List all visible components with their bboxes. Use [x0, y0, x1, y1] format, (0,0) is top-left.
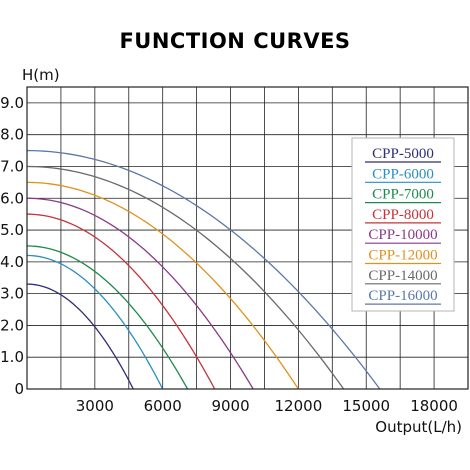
curve-cpp-8000 — [26, 213, 216, 390]
legend: CPP-5000 CPP-6000 CPP-7000 CPP-8000 CPP-1000… — [351, 137, 455, 312]
y-tick-label: 0 — [14, 380, 24, 398]
grid — [27, 87, 468, 389]
curve-cpp-12000 — [26, 181, 299, 390]
legend-label-cpp-12000: CPP-12000 — [368, 248, 437, 264]
curve-cpp-6000 — [26, 254, 164, 390]
legend-label-cpp-14000: CPP-14000 — [368, 268, 437, 284]
curve-cpp-14000 — [26, 165, 345, 390]
legend-label-cpp-5000: CPP-5000 — [372, 146, 434, 162]
chart-title: FUNCTION CURVES — [119, 29, 350, 53]
x-axis-label: Output(L/h) — [375, 418, 462, 436]
y-tick-label: 1.0 — [0, 348, 24, 366]
y-tick-label: 2.0 — [0, 316, 24, 334]
y-tick-label: 5.0 — [0, 221, 24, 239]
legend-box — [351, 137, 455, 312]
y-tick-label: 8.0 — [0, 126, 24, 144]
x-tick-label: 15000 — [342, 397, 390, 415]
x-tick-label: 6000 — [144, 397, 182, 415]
curve-cpp-7000 — [26, 245, 189, 390]
x-tick-labels: 3000 6000 9000 12000 15000 18000 — [76, 397, 458, 415]
y-tick-labels: 0 1.0 2.0 3.0 4.0 5.0 6.0 7.0 8.0 9.0 — [0, 94, 24, 398]
legend-label-cpp-7000: CPP-7000 — [372, 187, 434, 203]
legend-label-cpp-8000: CPP-8000 — [372, 207, 434, 223]
y-tick-label: 6.0 — [0, 189, 24, 207]
curve-cpp-16000 — [26, 149, 381, 390]
y-tick-label: 9.0 — [0, 94, 24, 112]
y-tick-label: 3.0 — [0, 285, 24, 303]
y-tick-label: 7.0 — [0, 157, 24, 175]
legend-label-cpp-10000: CPP-10000 — [368, 227, 437, 243]
plot-frame — [26, 86, 469, 390]
legend-label-cpp-6000: CPP-6000 — [372, 166, 434, 182]
x-tick-label: 9000 — [211, 397, 249, 415]
x-tick-label: 12000 — [275, 397, 323, 415]
curves — [26, 149, 381, 390]
curve-cpp-10000 — [26, 197, 254, 390]
x-tick-label: 18000 — [410, 397, 458, 415]
x-tick-label: 3000 — [76, 397, 114, 415]
y-tick-label: 4.0 — [0, 253, 24, 271]
y-axis-label: H(m) — [22, 66, 60, 84]
legend-label-cpp-16000: CPP-16000 — [368, 288, 437, 304]
curve-cpp-5000 — [26, 283, 134, 390]
